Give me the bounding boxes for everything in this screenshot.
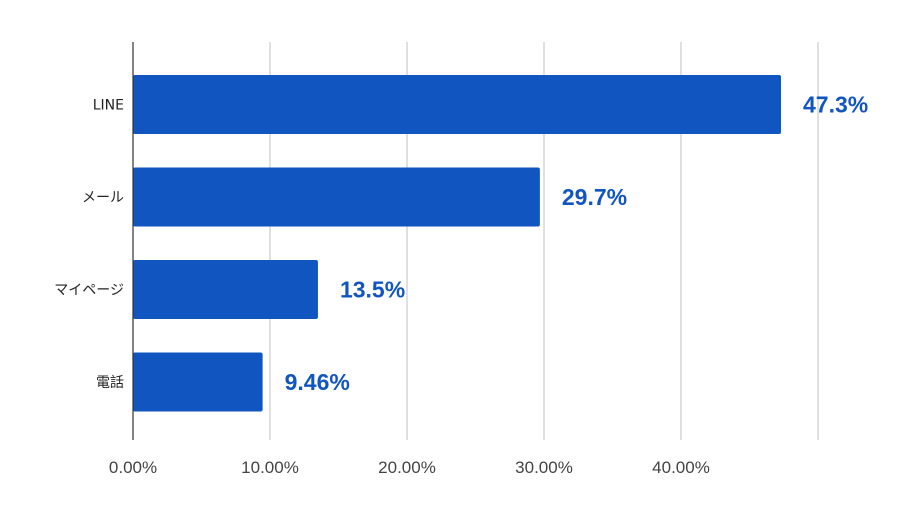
data-label: 9.46% (285, 369, 350, 395)
data-label: 13.5% (340, 277, 405, 303)
x-tick-label: 20.00% (378, 458, 436, 477)
x-tick-labels: 0.00% 10.00% 20.00% 30.00% 40.00% (109, 458, 710, 477)
category-label: LINE (93, 98, 124, 114)
bars (133, 75, 782, 412)
x-tick-label: 30.00% (515, 458, 573, 477)
category-label: 電話 (96, 374, 124, 391)
bar (133, 260, 318, 319)
data-label: 47.3% (803, 92, 868, 118)
data-label: 29.7% (562, 184, 627, 210)
x-tick-label: 40.00% (652, 458, 710, 477)
data-labels: 47.3% 29.7% 13.5% 9.46% (285, 92, 869, 396)
x-tick-label: 10.00% (241, 458, 299, 477)
bar (133, 75, 782, 134)
x-tick-label: 0.00% (109, 458, 157, 477)
bar (133, 352, 263, 412)
category-label: メール (82, 190, 124, 206)
category-label: マイページ (54, 283, 124, 299)
bar (133, 167, 540, 227)
